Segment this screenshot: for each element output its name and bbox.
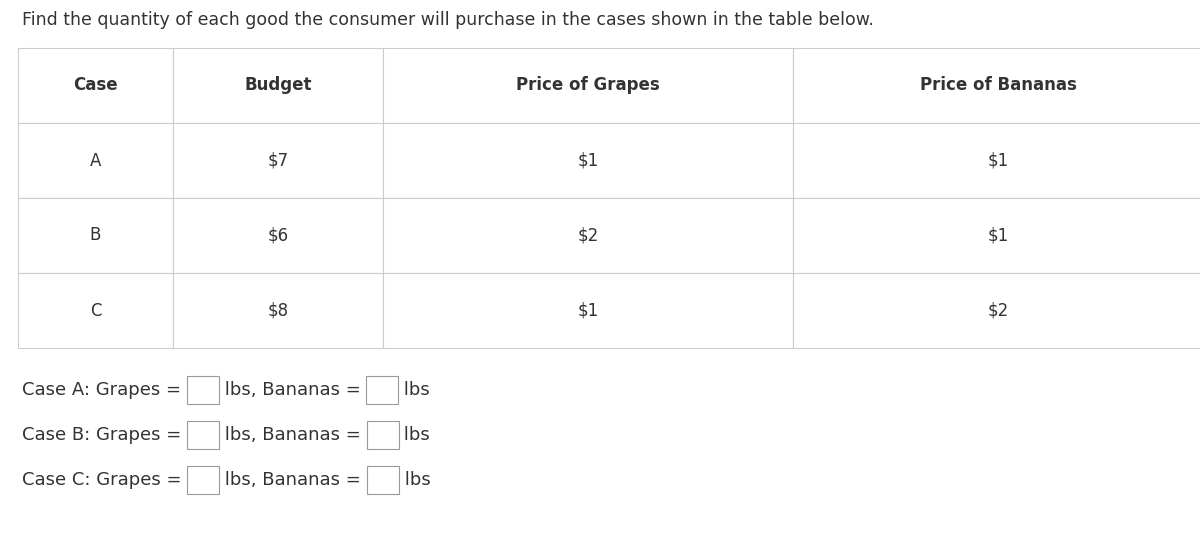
Text: $1: $1 xyxy=(577,301,599,320)
Text: lbs: lbs xyxy=(398,471,431,489)
Text: lbs, Bananas =: lbs, Bananas = xyxy=(220,471,367,489)
Text: Budget: Budget xyxy=(245,77,312,94)
Text: $1: $1 xyxy=(988,226,1009,244)
Text: lbs: lbs xyxy=(398,426,431,444)
Text: Case A: Grapes =: Case A: Grapes = xyxy=(22,381,187,399)
Text: $1: $1 xyxy=(988,151,1009,169)
Text: Find the quantity of each good the consumer will purchase in the cases shown in : Find the quantity of each good the consu… xyxy=(22,11,874,29)
Text: $6: $6 xyxy=(268,226,288,244)
Text: C: C xyxy=(90,301,101,320)
Text: lbs, Bananas =: lbs, Bananas = xyxy=(220,426,366,444)
Text: Case: Case xyxy=(73,77,118,94)
Text: B: B xyxy=(90,226,101,244)
Text: lbs: lbs xyxy=(398,381,430,399)
Text: Case C: Grapes =: Case C: Grapes = xyxy=(22,471,187,489)
Text: Price of Grapes: Price of Grapes xyxy=(516,77,660,94)
Text: $1: $1 xyxy=(577,151,599,169)
Text: $8: $8 xyxy=(268,301,288,320)
Text: $2: $2 xyxy=(577,226,599,244)
Text: Price of Bananas: Price of Bananas xyxy=(919,77,1076,94)
Text: $7: $7 xyxy=(268,151,288,169)
Text: lbs, Bananas =: lbs, Bananas = xyxy=(218,381,366,399)
Text: Case B: Grapes =: Case B: Grapes = xyxy=(22,426,187,444)
Text: A: A xyxy=(90,151,101,169)
Text: $2: $2 xyxy=(988,301,1009,320)
